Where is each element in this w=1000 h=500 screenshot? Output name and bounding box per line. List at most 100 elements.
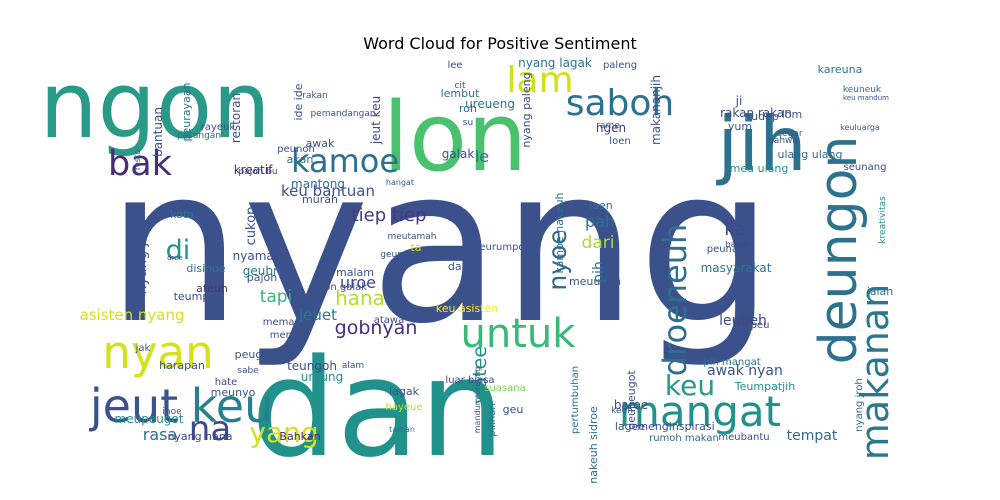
word-32: uroe — [340, 273, 376, 292]
word-148: keu mandum — [843, 94, 889, 102]
word-43: rakan rakan — [720, 106, 792, 120]
word-3: ngon — [39, 52, 270, 159]
word-137: pemandangan — [310, 109, 375, 119]
word-54: nyaman — [233, 249, 282, 263]
word-89: nyang jroh — [854, 378, 865, 431]
word-49: restoran — [229, 93, 243, 143]
word-41: tempat — [787, 428, 838, 444]
word-116: malam — [336, 266, 374, 279]
word-39: leubeh — [719, 313, 767, 329]
word-96: peu — [751, 320, 770, 331]
word-51: peurayaan — [180, 83, 193, 142]
word-129: bahwa — [768, 136, 798, 146]
word-149: meurumpok — [470, 242, 531, 253]
word-74: lembut — [441, 87, 480, 100]
word-147: droe — [167, 254, 183, 262]
word-69: murah — [302, 193, 338, 206]
word-27: cukop — [244, 207, 259, 246]
word-42: ulang ulang — [778, 148, 843, 161]
word-73: roh — [459, 102, 477, 115]
word-9: nyan — [102, 326, 213, 379]
word-81: meu ulang — [730, 162, 789, 175]
word-16: bak — [108, 144, 173, 184]
word-117: dalam — [448, 260, 482, 273]
word-145: inoe — [162, 407, 182, 417]
word-82: laen — [589, 199, 613, 212]
word-17: droeneuh — [656, 224, 694, 377]
word-113: menu — [270, 330, 299, 341]
word-58: geubri — [243, 264, 282, 278]
word-122: geupeurayaa — [380, 250, 439, 260]
word-107: luar biasa — [445, 375, 494, 386]
word-33: gobnyan — [335, 317, 418, 339]
word-101: lagee — [615, 420, 646, 433]
word-90: kreativitas — [878, 196, 888, 244]
word-38: awak nyan — [707, 363, 783, 379]
word-25: le — [475, 147, 489, 166]
word-86: masyarakat — [701, 261, 772, 275]
word-133: paleng — [603, 60, 637, 71]
word-20: yang — [249, 416, 318, 449]
word-28: dari — [582, 233, 615, 253]
word-61: teumpat — [174, 290, 221, 303]
word-99: rumoh makan — [649, 433, 719, 444]
word-125: pasangan — [177, 131, 221, 141]
word-37: asisten nyang — [80, 306, 185, 324]
word-93: geupeugot — [625, 370, 638, 430]
word-7: keu — [191, 379, 273, 433]
word-21: di — [166, 235, 191, 266]
word-127: hangat — [386, 178, 414, 187]
word-115: atawa — [374, 315, 404, 326]
word-79: lom — [782, 108, 803, 121]
word-53: mantong — [291, 177, 345, 191]
word-59: disinoe — [186, 262, 226, 275]
word-114: memang — [263, 317, 307, 328]
word-85: meuubah — [569, 275, 621, 288]
word-66: Bahkan — [279, 430, 320, 443]
word-118: ta — [410, 241, 421, 254]
word-23: jeut keu — [369, 96, 383, 145]
word-139: keuluarga — [840, 123, 880, 132]
word-88: jalan — [866, 285, 894, 298]
word-72: galak — [442, 147, 475, 161]
word-52: kreatif — [234, 163, 273, 177]
chart-title: Word Cloud for Positive Sentiment — [363, 34, 637, 53]
word-40: rasa — [143, 425, 178, 444]
word-1: nyang — [106, 120, 774, 371]
word-13: saboh — [566, 83, 675, 124]
word-57: pajoh — [247, 271, 278, 284]
word-78: yum — [728, 120, 752, 133]
word-45: keuneuk — [843, 85, 882, 95]
word-131: cit — [455, 81, 466, 91]
word-144: alam — [342, 361, 364, 371]
word-100: meubantu — [718, 432, 769, 443]
word-141: keuh — [611, 406, 633, 416]
word-109: pilihan — [487, 403, 498, 437]
word-6: jeut — [89, 379, 178, 433]
word-98: menginspirasi — [637, 420, 714, 433]
word-104: nakeuh sidroe — [587, 406, 600, 484]
word-110: hayeue — [385, 402, 422, 413]
word-126: rayeuk — [201, 122, 236, 133]
word-108: geu — [503, 403, 524, 416]
word-94: pih mangat — [703, 357, 760, 368]
word-48: makananjih — [649, 75, 663, 145]
word-119: Lon galak — [319, 282, 367, 293]
word-47: nyang paleng — [520, 72, 533, 147]
word-11: untuk — [461, 311, 577, 357]
word-121: meunyo — [211, 386, 256, 399]
word-63: meupeugot — [115, 412, 184, 426]
word-35: tapi — [260, 287, 293, 307]
word-76: ngen — [596, 121, 626, 135]
word-138: rakan — [302, 91, 328, 101]
word-136: resto — [133, 150, 142, 170]
word-91: seunang — [844, 162, 887, 173]
word-30: ka — [724, 219, 745, 240]
word-75: ide ide — [292, 83, 305, 120]
word-80: ji — [735, 94, 743, 108]
word-112: mandum ureung — [473, 367, 482, 434]
word-134: loen — [609, 136, 630, 147]
word-55: kota — [170, 208, 194, 221]
word-22: nyoe — [543, 229, 572, 290]
